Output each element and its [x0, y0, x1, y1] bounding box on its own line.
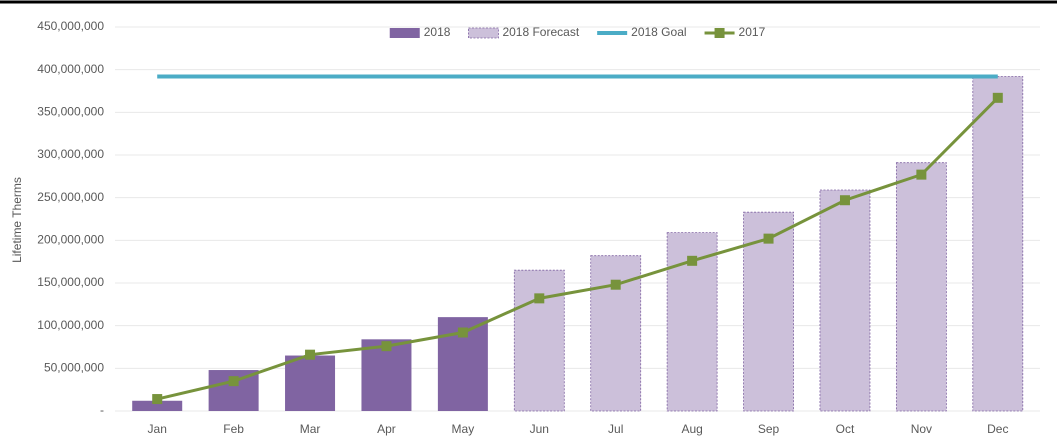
- x-tick-label: Jul: [608, 422, 623, 436]
- marker: [992, 92, 1003, 103]
- x-tick-label: Jun: [530, 422, 549, 436]
- x-tick-label: Oct: [836, 422, 855, 436]
- marker: [687, 255, 698, 266]
- y-tick-label: 150,000,000: [37, 275, 104, 289]
- marker: [381, 341, 392, 352]
- legend-marker: [714, 28, 725, 38]
- marker: [305, 349, 316, 360]
- bar: [895, 162, 947, 412]
- x-tick-label: Mar: [300, 422, 321, 436]
- marker: [610, 279, 621, 290]
- x-tick-label: Jan: [148, 422, 167, 436]
- line: [156, 96, 999, 401]
- marker: [916, 169, 927, 180]
- x-tick-label: Dec: [987, 422, 1008, 436]
- y-tick-label: 400,000,000: [37, 62, 104, 76]
- bar: [972, 76, 1024, 412]
- x-tick-label: Sep: [758, 422, 780, 436]
- x-tick-label: Nov: [911, 422, 932, 436]
- legend-label: 2018 Forecast: [502, 25, 579, 39]
- x-tick-label: Aug: [681, 422, 702, 436]
- y-tick-label: -: [100, 403, 104, 417]
- y-tick-label: 250,000,000: [37, 190, 104, 204]
- legend-label: 2018 Goal: [631, 25, 686, 39]
- marker: [534, 293, 545, 304]
- y-tick-label: 350,000,000: [37, 105, 104, 119]
- bar: [743, 211, 794, 412]
- y-tick-label: 200,000,000: [37, 233, 104, 247]
- bar: [132, 400, 183, 411]
- y-tick-label: 300,000,000: [37, 147, 104, 161]
- y-axis-title: Lifetime Therms: [10, 177, 24, 263]
- bar: [361, 339, 412, 411]
- x-tick-label: Feb: [223, 422, 244, 436]
- legend-swatch: [468, 27, 499, 39]
- marker: [763, 233, 774, 244]
- x-tick-label: May: [452, 422, 475, 436]
- bar: [513, 269, 565, 412]
- legend-label: 2018: [424, 25, 451, 39]
- marker: [228, 376, 239, 387]
- marker: [457, 327, 468, 338]
- bar: [819, 189, 871, 412]
- y-tick-label: 50,000,000: [44, 361, 104, 375]
- legend-swatch: [389, 28, 420, 38]
- y-tick-label: 450,000,000: [37, 19, 104, 33]
- marker: [152, 394, 163, 405]
- legend-label: 2017: [739, 25, 766, 39]
- bar: [285, 355, 336, 411]
- marker: [839, 195, 850, 206]
- y-tick-label: 100,000,000: [37, 318, 104, 332]
- x-tick-label: Apr: [377, 422, 396, 436]
